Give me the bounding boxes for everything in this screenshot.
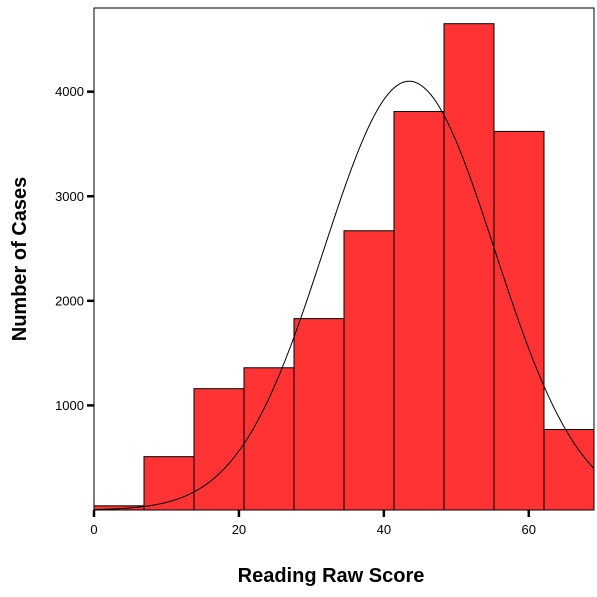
histogram-bar-3 xyxy=(193,388,245,511)
histogram-bar-7 xyxy=(393,111,445,511)
y-tick-label: 3000 xyxy=(55,189,84,204)
x-tick-label: 0 xyxy=(90,522,97,537)
bars-layer xyxy=(93,23,595,511)
y-tick-label: 1000 xyxy=(55,398,84,413)
histogram-bar-6 xyxy=(343,230,395,511)
histogram-bar-8 xyxy=(443,23,495,511)
x-axis-title: Reading Raw Score xyxy=(238,565,425,587)
x-tick-label: 20 xyxy=(232,522,246,537)
histogram-bar-4 xyxy=(243,367,295,511)
plot-frame xyxy=(93,7,595,511)
ticks-layer: 0 20 40 60 1000 2000 3000 4000 xyxy=(55,84,536,537)
y-tick-label: 2000 xyxy=(55,293,84,308)
x-tick-label: 40 xyxy=(377,522,391,537)
x-tick-label: 60 xyxy=(522,522,536,537)
histogram-bar-5 xyxy=(293,318,345,511)
y-axis-title: Number of Cases xyxy=(9,177,31,342)
y-tick-label: 4000 xyxy=(55,84,84,99)
histogram-bar-10 xyxy=(543,428,595,511)
normal-distribution-curve xyxy=(93,80,595,511)
